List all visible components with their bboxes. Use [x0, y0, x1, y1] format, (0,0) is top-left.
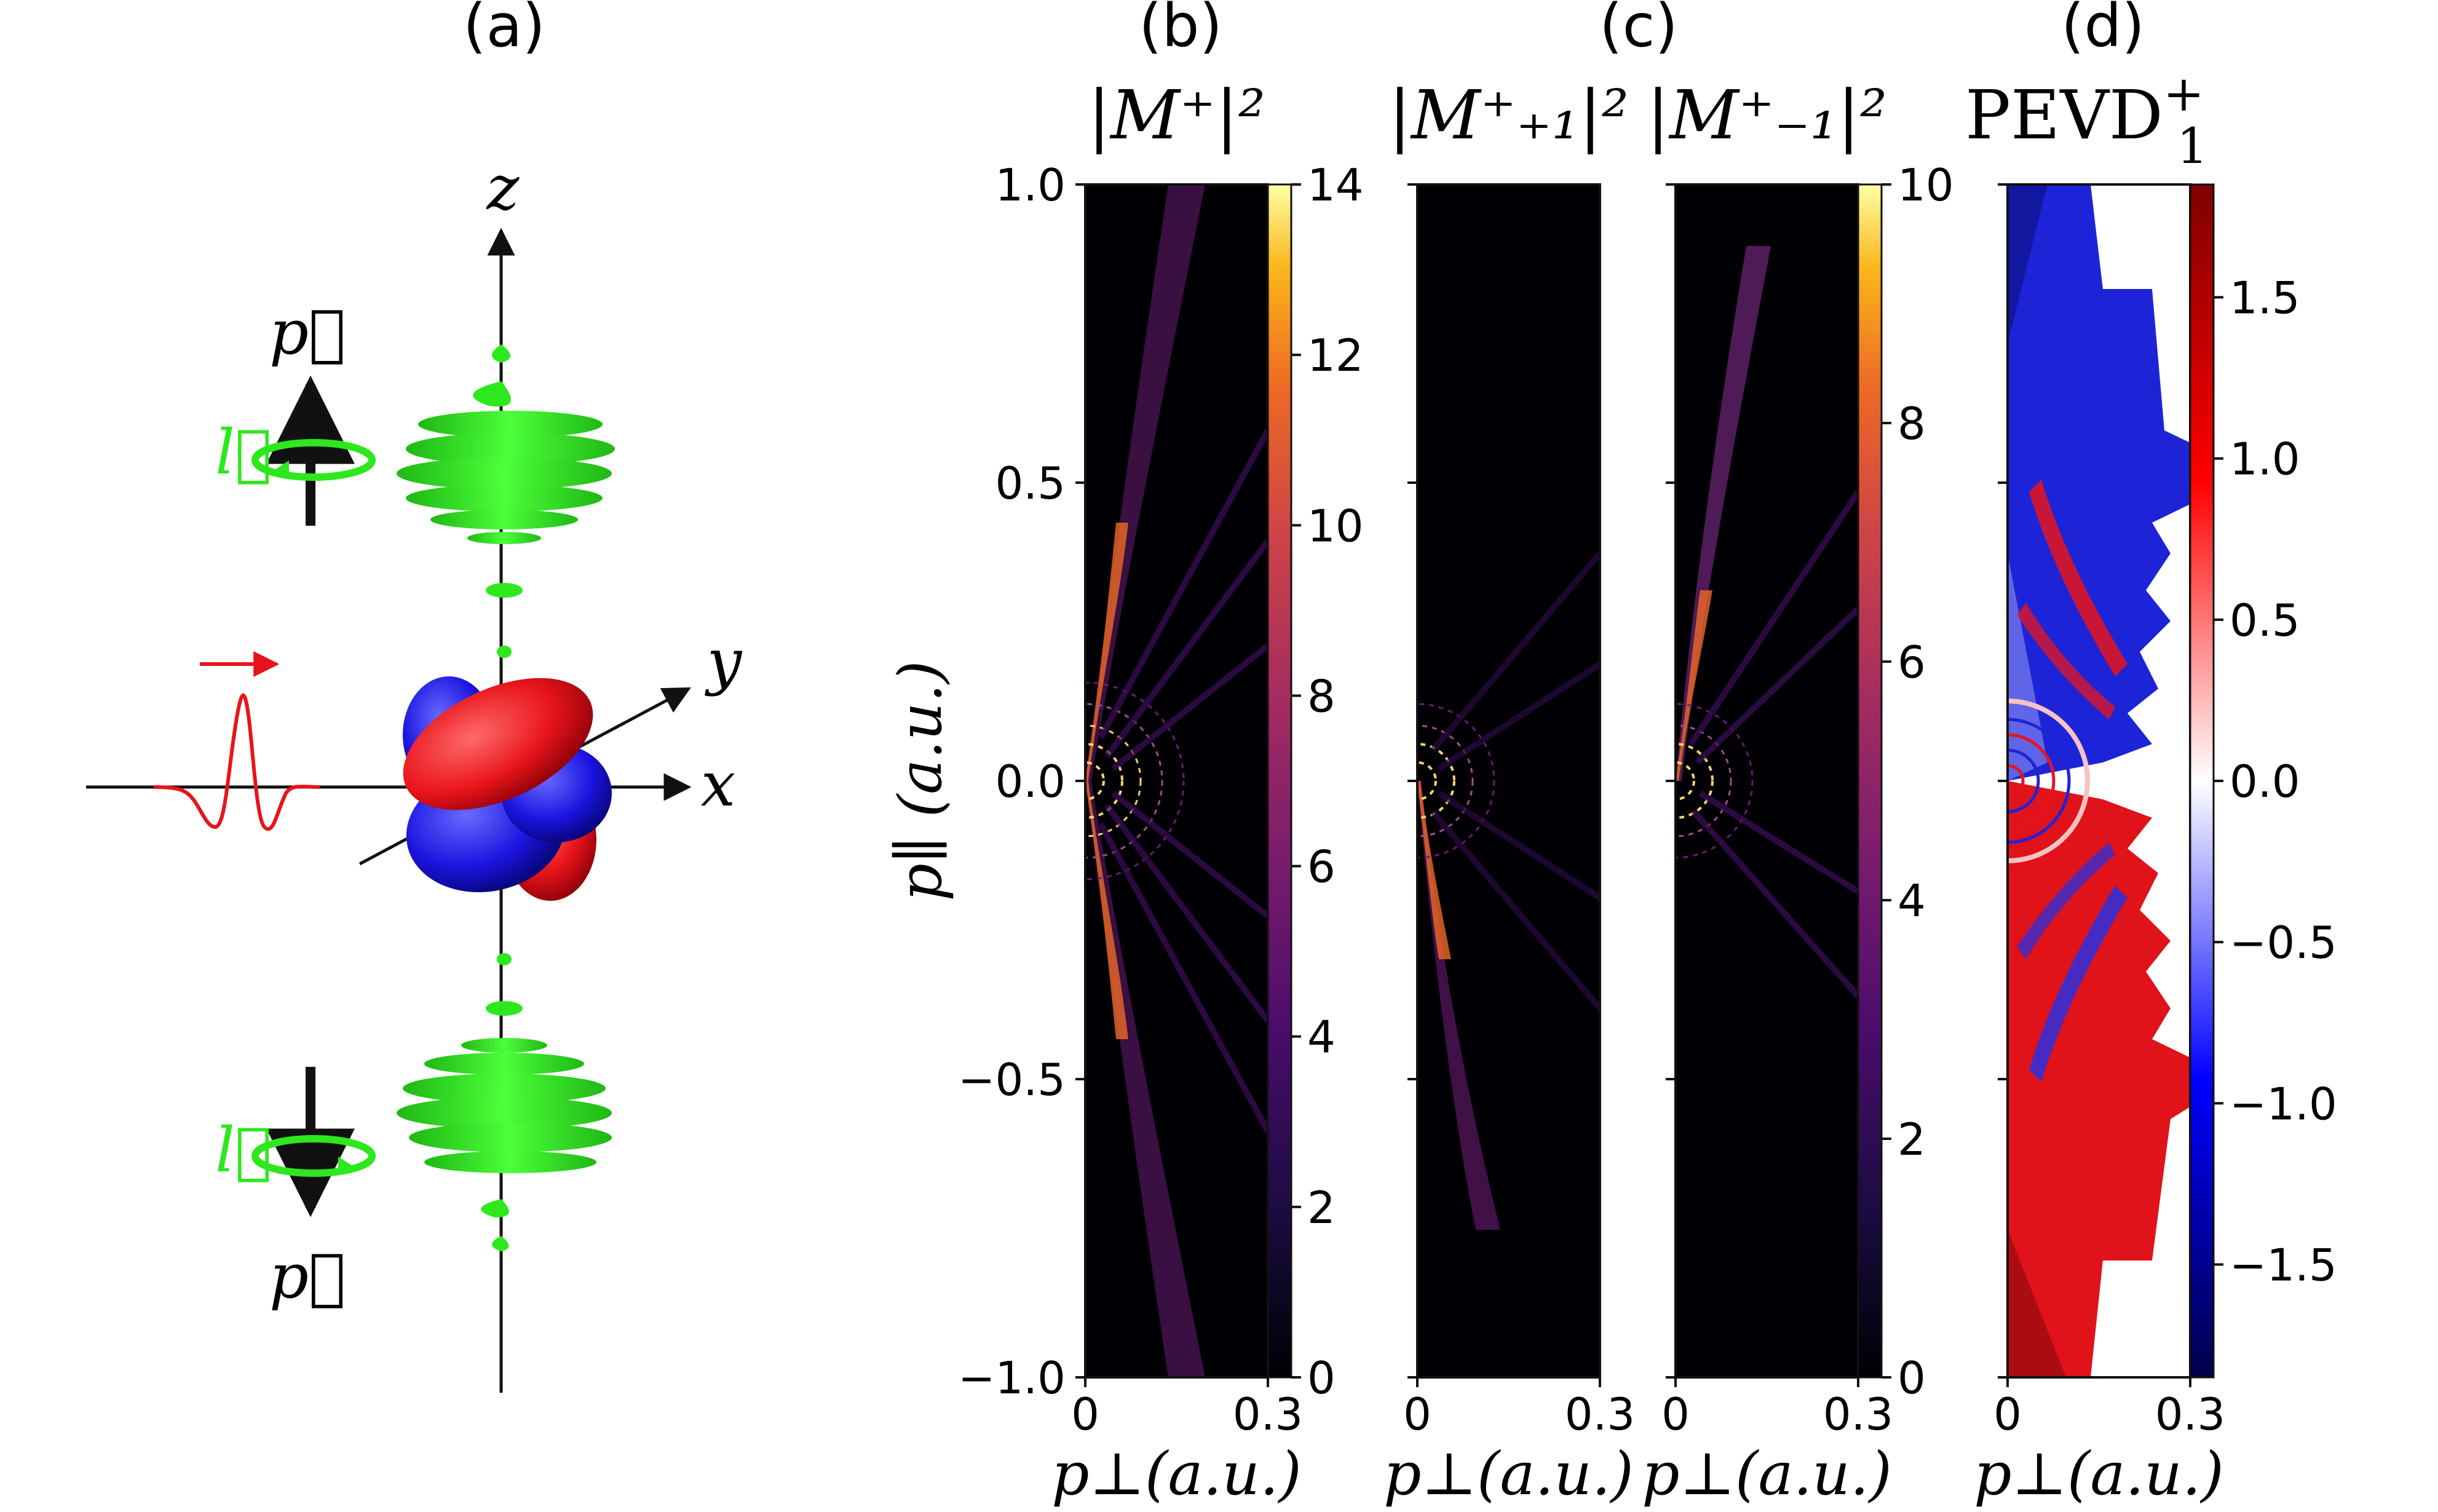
heatmap-panel-b: [1084, 183, 1269, 1379]
lower-emission-pattern: [397, 953, 612, 1251]
x-tick-label-d-0: 0: [1993, 1388, 2022, 1440]
colorbar-tick-label-c2-0: 0: [1898, 1352, 1926, 1404]
colorbar-tick-label-c2-3: 6: [1898, 636, 1926, 688]
y-tick-label-b-1: 0.5: [995, 457, 1066, 509]
lower-momentum-label: p⃗: [269, 1240, 346, 1312]
x-tick-label-c1-0: 0: [1403, 1388, 1431, 1440]
colorbar-tick-label-d-6: −1.5: [2230, 1239, 2337, 1291]
lower-orbital-label: l⃗: [215, 1114, 272, 1186]
colorbar-tick-label-b-3: 6: [1307, 841, 1336, 893]
panel-label-c: (c): [1599, 0, 1678, 60]
colorbar-tick-label-d-4: −0.5: [2230, 917, 2337, 968]
heatmap-c1-intensity: [1417, 551, 1600, 1230]
colorbar-tick-label-b-1: 2: [1307, 1182, 1336, 1233]
orbital-lobes: [403, 676, 612, 901]
y-tick-label-b-3: −0.5: [958, 1054, 1066, 1106]
laser-pulse: [153, 651, 320, 831]
lower-rotation-icon: [251, 1135, 376, 1177]
panel-title-b: |M⁺|²: [1088, 76, 1265, 154]
heatmap-panel-d: [2006, 183, 2191, 1379]
colorbar-tick-label-b-5: 10: [1307, 500, 1364, 552]
x-axis-label-b: p⊥(a.u.): [1051, 1439, 1302, 1508]
heatmap-panel-c1: [1416, 183, 1601, 1379]
colorbar-tick-label-b-2: 4: [1307, 1011, 1336, 1063]
colorbar-tick-label-d-1: 1.0: [2230, 433, 2300, 485]
panel-label-b: (b): [1139, 0, 1222, 60]
colorbar-tick-label-b-7: 14: [1307, 159, 1364, 211]
colorbar-tick-label-d-0: 1.5: [2230, 272, 2300, 324]
upper-orbital-label: l⃗: [215, 416, 272, 488]
colorbar-tick-label-c2-5: 10: [1898, 159, 1954, 211]
colorbar-c2: [1857, 183, 1883, 1379]
colorbar-tick-label-d-5: −1.0: [2230, 1078, 2337, 1130]
panel-title-c2: |M⁺₋₁|²: [1647, 76, 1887, 154]
y-tick-label-b-0: 1.0: [995, 159, 1066, 211]
x-axis-label-d: p⊥(a.u.): [1974, 1439, 2224, 1508]
chart-annotations: |M⁺|²0 0.3p⊥(a.u.)1.00.50.0−0.5−1.0p∥ (a.…: [886, 65, 2337, 1508]
x-axis-label: x: [701, 748, 735, 820]
lower-momentum-arrow: p⃗ l⃗: [215, 1067, 376, 1312]
colorbar-tick-label-b-4: 8: [1307, 670, 1336, 722]
upper-rotation-icon: [251, 439, 376, 481]
heatmap-d-dichroism: [2008, 184, 2190, 1377]
upper-momentum-label: p⃗: [269, 296, 346, 368]
x-axis-label-c1: p⊥(a.u.): [1383, 1439, 1634, 1508]
x-axis-label-c2: p⊥(a.u.): [1642, 1439, 1892, 1508]
colorbar-tick-label-b-0: 0: [1307, 1352, 1336, 1404]
x-tick-label-c2-0: 0: [1661, 1388, 1690, 1440]
schematic-panel: z x y: [86, 152, 743, 1393]
panel-title-d: PEVD+ 1: [1965, 65, 2208, 175]
colorbar-tick-label-b-6: 12: [1307, 330, 1364, 381]
x-tick-label-b-0: 0: [1071, 1388, 1099, 1440]
heatmap-c2-intensity: [1676, 246, 1858, 999]
x-tick-label-d-1: 0.3: [2155, 1388, 2226, 1440]
colorbar-tick-label-c2-2: 4: [1898, 875, 1926, 927]
colorbar-b: [1267, 183, 1292, 1379]
heatmap-b-intensity: [1085, 184, 1268, 1377]
z-axis-label: z: [486, 152, 520, 224]
heatmap-panel-c2: [1674, 183, 1859, 1379]
colorbar-tick-label-c2-4: 8: [1898, 398, 1926, 449]
y-axis-label: y: [705, 625, 743, 697]
upper-momentum-arrow: p⃗ l⃗: [215, 296, 376, 526]
x-tick-label-c1-1: 0.3: [1565, 1388, 1636, 1440]
panel-label-a: (a): [463, 0, 545, 60]
x-tick-label-b-1: 0.3: [1233, 1388, 1304, 1440]
y-tick-label-b-4: −1.0: [958, 1352, 1066, 1404]
colorbar-tick-label-c2-1: 2: [1898, 1114, 1926, 1165]
colorbar-d: [2189, 183, 2215, 1379]
y-axis-label-b: p∥ (a.u.): [886, 660, 955, 901]
x-tick-label-c2-1: 0.3: [1823, 1388, 1894, 1440]
y-tick-label-b-2: 0.0: [995, 756, 1066, 807]
colorbar-tick-label-d-2: 0.5: [2230, 595, 2300, 646]
upper-emission-pattern: [397, 344, 615, 658]
panel-label-d: (d): [2061, 0, 2145, 60]
colorbar-tick-label-d-3: 0.0: [2230, 756, 2300, 807]
panel-title-c1: |M⁺₊₁|²: [1388, 76, 1629, 154]
